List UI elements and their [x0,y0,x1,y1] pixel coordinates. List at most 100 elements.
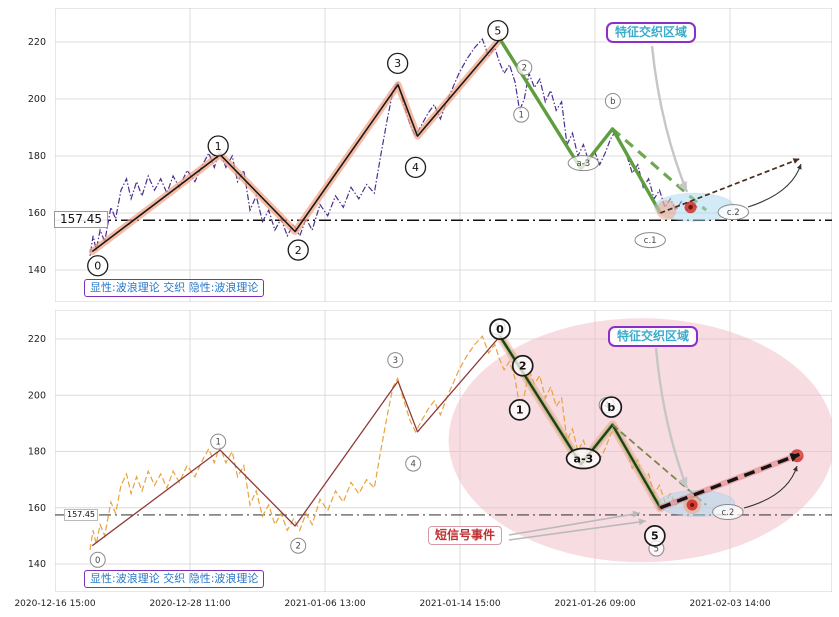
wave-label-text: 5 [654,545,659,555]
wave-label-circle [516,59,533,76]
wave-label-text: 1 [215,438,220,448]
wave-label-circle [513,106,530,123]
price-series [89,335,698,550]
wave-label-circle [604,92,621,109]
wave-label-circle [210,433,227,450]
y-tick-label: 200 [28,94,46,105]
wave-label-text: 1 [215,140,222,153]
price-level-tag-bottom: 157.45 [64,509,98,521]
wave-label-text: c.1 [644,236,657,246]
x-tick-label: 2021-01-14 15:00 [419,599,500,609]
x-tick-label: 2021-02-03 14:00 [689,599,770,609]
wave-label-text: 3 [393,356,398,366]
wave-label-circle [405,455,422,472]
wave-label-circle [567,155,600,172]
decline-wave [498,38,662,214]
wave-label-circle [287,239,309,261]
wave-label-text: 1 [518,111,523,121]
wave-label-text: 5 [494,24,501,37]
wave-label-text: 0 [95,556,100,566]
y-tick-label: 140 [28,265,46,276]
panel-explicit: 1 2 b a-3 c.1 c.2 0 1 2 3 4 5 [55,8,832,302]
wave-label-circle [712,503,744,520]
price-level-tag-top: 157.45 [54,211,108,228]
y-tick-label: 140 [28,559,46,570]
wave-label-circle [207,135,229,157]
signal-arrow-2 [508,520,647,541]
pointer-arrow-bottom-head [678,476,688,488]
wave-label-text: a-3 [574,452,594,465]
impulse-wave [91,335,501,547]
wave-label-text: b [607,401,615,414]
wave-label-circle [404,156,427,179]
c2-link-arrow-bottom-head [792,466,798,472]
wave-label-text: 0 [496,323,504,336]
wave-label-text: 5 [651,530,659,543]
signal-arrow-2-head [638,518,646,526]
wave-label-circle [508,399,531,421]
x-tick-label: 2021-01-26 09:00 [554,599,635,609]
wave-label-circle [643,525,666,547]
wave-label-text: 3 [394,57,401,70]
wave-label-circle [634,232,666,249]
pointer-arrow-bottom [654,347,689,489]
wave-label-circle [387,52,409,75]
c2-link-arrow-top-head [796,164,802,170]
wave-label-text: c.2 [727,208,740,218]
wave-label-text: 2 [519,360,527,373]
wave-label-circle [290,537,307,554]
wave-label-circle [717,204,750,221]
wave-label-circle [600,396,623,418]
x-tick-label: 2020-12-16 15:00 [14,599,95,609]
wave-label-text: 4 [412,161,419,174]
signal-arrow-1 [508,512,641,536]
y-tick-label: 180 [28,151,46,162]
y-tick-label: 220 [28,37,46,48]
pointer-arrow-top [650,45,689,193]
region-label-top: 特征交织区域 [606,22,697,43]
forecast-line [659,452,801,510]
x-tick-label: 2021-01-06 13:00 [284,599,365,609]
decline-wave [498,335,662,509]
forecast-line [659,158,800,214]
price-series [89,37,698,256]
c2-link-arrow-bottom [743,465,798,509]
wave-label-text: a-3 [577,159,591,169]
wave-label-circle [89,551,106,568]
region-label-bottom: 特征交织区域 [608,326,699,347]
wave-label-text: 1 [516,404,524,417]
y-tick-label: 180 [28,447,46,458]
y-tick-label: 160 [28,503,46,514]
wave-label-circle [87,255,109,277]
legend-bottom: 显性:波浪理论 交织 隐性:波浪理论 [84,570,265,588]
marker-dot [656,200,677,221]
y-tick-label: 220 [28,334,46,345]
wave-label-text: b [610,97,615,107]
c2-link-arrow-top [747,163,802,208]
wave-label-circle [489,318,511,341]
highlight-region-ellipse [448,318,832,563]
panel-border [55,8,832,302]
wave-label-circle [565,447,602,470]
signal-arrow-1-head [632,510,640,518]
forecast-arrowhead [789,453,800,462]
wave-label-text: 2 [295,244,302,257]
forecast-arrowhead [792,158,800,164]
y-tick-label: 160 [28,208,46,219]
signal-event-label: 短信号事件 [428,526,503,545]
wave-label-text: c.2 [721,508,734,518]
pointer-arrow-top-head [677,180,687,192]
wave-label-text: 2 [522,64,527,74]
marker-dot [690,502,695,507]
marker-dot [688,205,693,210]
x-tick-label: 2020-12-28 11:00 [149,599,230,609]
wave-label-text: 4 [410,460,415,470]
impulse-wave [91,38,501,253]
wave-label-circle [387,352,404,369]
wave-label-circle [511,354,534,377]
wave-label-circle [487,19,509,42]
wave-label-text: 0 [94,260,101,273]
